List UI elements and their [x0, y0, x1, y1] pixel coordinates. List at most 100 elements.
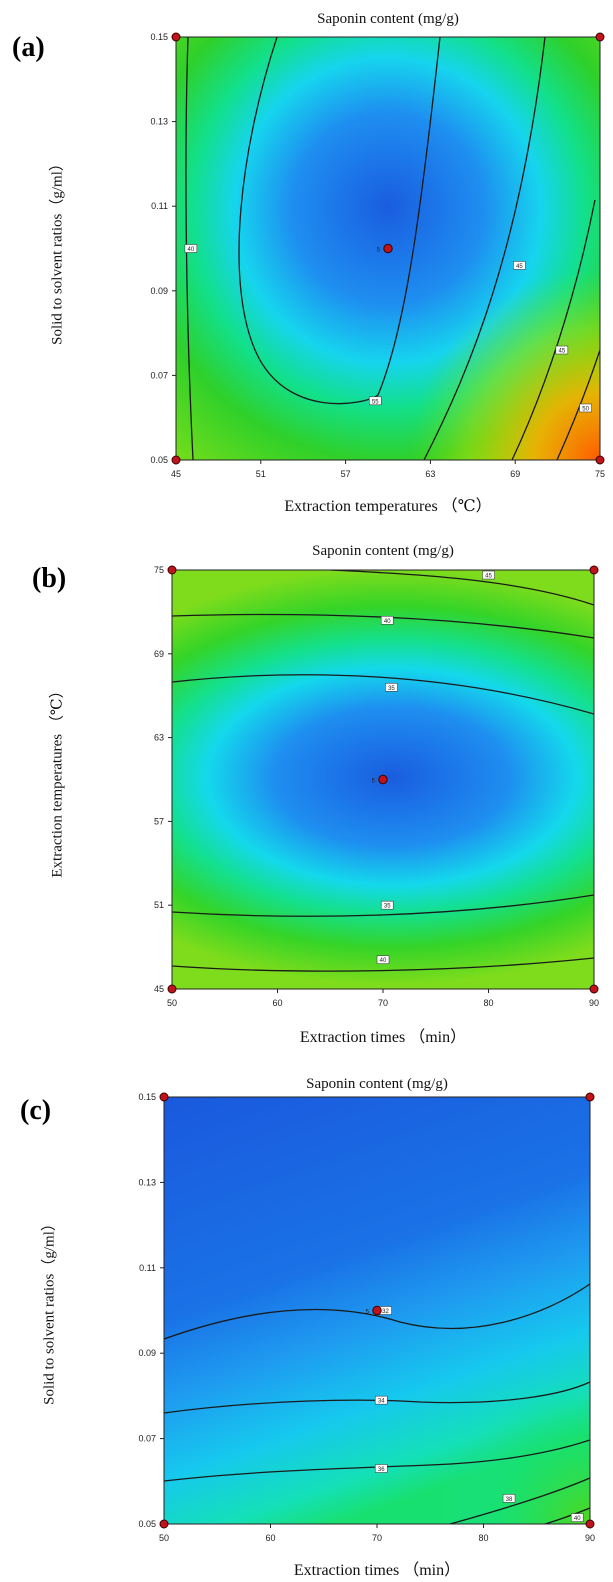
x-tick-label: 90 [589, 998, 599, 1008]
y-tick-label: 0.15 [138, 1092, 156, 1102]
contour-label-box [184, 244, 198, 253]
chart-panel-a: (a) Saponin content (mg/g) Solid to solv… [0, 0, 613, 520]
contour-plot: 40 55 45 45 50 45 51 57 63 69 75 0.05 0.07 0.09 0.11 0… [150, 32, 605, 479]
contour-label: 36 [378, 1467, 385, 1473]
y-tick-label: 0.09 [138, 1348, 156, 1358]
contour-plot: 45 40 35 35 40 50 60 70 80 90 45 51 57 63 69 75 5 [154, 565, 599, 1008]
x-tick-label: 80 [483, 998, 493, 1008]
x-tick-label: 75 [595, 469, 605, 479]
contour-label: 34 [378, 1399, 385, 1405]
contour-line [164, 1381, 590, 1414]
contour-line [238, 37, 441, 405]
contour-line [172, 674, 594, 715]
contour-label: 35 [384, 904, 391, 910]
design-point [167, 565, 177, 575]
y-tick-label: 0.13 [150, 117, 168, 127]
y-tick-label: 0.11 [151, 201, 168, 211]
design-point [585, 1092, 595, 1102]
design-point [589, 565, 599, 575]
contour-label-box [380, 900, 394, 910]
contour-line [511, 199, 596, 460]
x-tick-label: 45 [171, 469, 181, 479]
contour-line [449, 1477, 590, 1524]
panel-label: (b) [32, 563, 67, 594]
contour-label-box [482, 570, 495, 580]
x-tick-label: 57 [341, 469, 351, 479]
y-tick-label: 75 [154, 565, 164, 575]
contour-label: 40 [384, 619, 391, 625]
plot-frame [175, 36, 601, 461]
y-tick-label: 0.15 [150, 32, 168, 42]
contour-line [164, 1439, 590, 1482]
y-tick-label: 45 [154, 984, 164, 994]
contour-line [172, 613, 594, 639]
chart-title: Saponin content (mg/g) [317, 11, 459, 27]
contour-label: 45 [485, 574, 492, 580]
x-tick-label: 51 [256, 469, 266, 479]
contour-label: 45 [558, 349, 565, 355]
contour-line [185, 37, 194, 460]
contour-label-box [570, 1513, 584, 1522]
contour-label: 40 [187, 247, 194, 253]
y-tick-label: 0.09 [150, 286, 168, 296]
panel-label: (a) [12, 32, 45, 63]
x-tick-label: 60 [272, 998, 282, 1008]
design-point [159, 1092, 169, 1102]
contour-label-box [513, 261, 526, 270]
y-tick-label: 57 [154, 816, 164, 826]
contour-label-box [376, 955, 390, 964]
center-point-label: 5 [372, 779, 376, 785]
x-tick-label: 60 [265, 1533, 275, 1543]
design-point [159, 1519, 169, 1529]
chart-title: Saponin content (mg/g) [312, 543, 454, 559]
contour-line [423, 37, 546, 460]
contour-label: 55 [372, 399, 379, 405]
design-point [595, 32, 605, 42]
contour-line [164, 1283, 590, 1340]
contour-label: 35 [388, 686, 395, 692]
y-tick-label: 0.05 [150, 455, 168, 465]
contour-label: 40 [380, 958, 387, 964]
contour-label: 40 [574, 1516, 581, 1522]
x-tick-label: 70 [378, 998, 388, 1008]
design-point [589, 984, 599, 994]
center-point [372, 1305, 382, 1316]
y-tick-label: 0.05 [138, 1519, 156, 1529]
x-tick-label: 50 [167, 998, 177, 1008]
design-point [595, 455, 605, 465]
contour-label-box [368, 396, 382, 406]
contour-label: 45 [516, 264, 523, 270]
contour-label-box [380, 615, 394, 625]
x-tick-label: 63 [425, 469, 435, 479]
contour-label-box [502, 1494, 516, 1503]
x-tick-label: 80 [478, 1533, 488, 1543]
contour-label-box [374, 1395, 388, 1405]
x-axis-label: Extraction temperatures （℃） [284, 498, 492, 515]
x-axis-label: Extraction times （min） [299, 1029, 467, 1046]
contour-label: 32 [382, 1309, 389, 1315]
y-tick-label: 69 [154, 649, 164, 659]
y-tick-label: 0.11 [139, 1263, 156, 1273]
x-tick-label: 69 [510, 469, 520, 479]
y-tick-label: 51 [154, 900, 164, 910]
contour-label-box [374, 1464, 388, 1473]
design-point [171, 455, 181, 465]
contour-line [172, 894, 594, 917]
design-point [167, 984, 177, 994]
contour-line [556, 349, 600, 460]
y-tick-label: 0.07 [150, 370, 168, 380]
contour-label-box [385, 683, 398, 692]
contour-line [172, 957, 594, 972]
x-tick-label: 90 [585, 1533, 595, 1543]
center-point-label: 5 [366, 1310, 370, 1316]
y-tick-label: 63 [154, 733, 164, 743]
chart-title: Saponin content (mg/g) [306, 1076, 448, 1092]
design-point [585, 1519, 595, 1529]
contour-label-box [555, 345, 569, 355]
y-tick-label: 0.07 [138, 1434, 156, 1444]
contour-label: 50 [582, 406, 589, 412]
x-axis-label: Extraction times （min） [293, 1562, 461, 1579]
panel-label: (c) [20, 1095, 52, 1126]
